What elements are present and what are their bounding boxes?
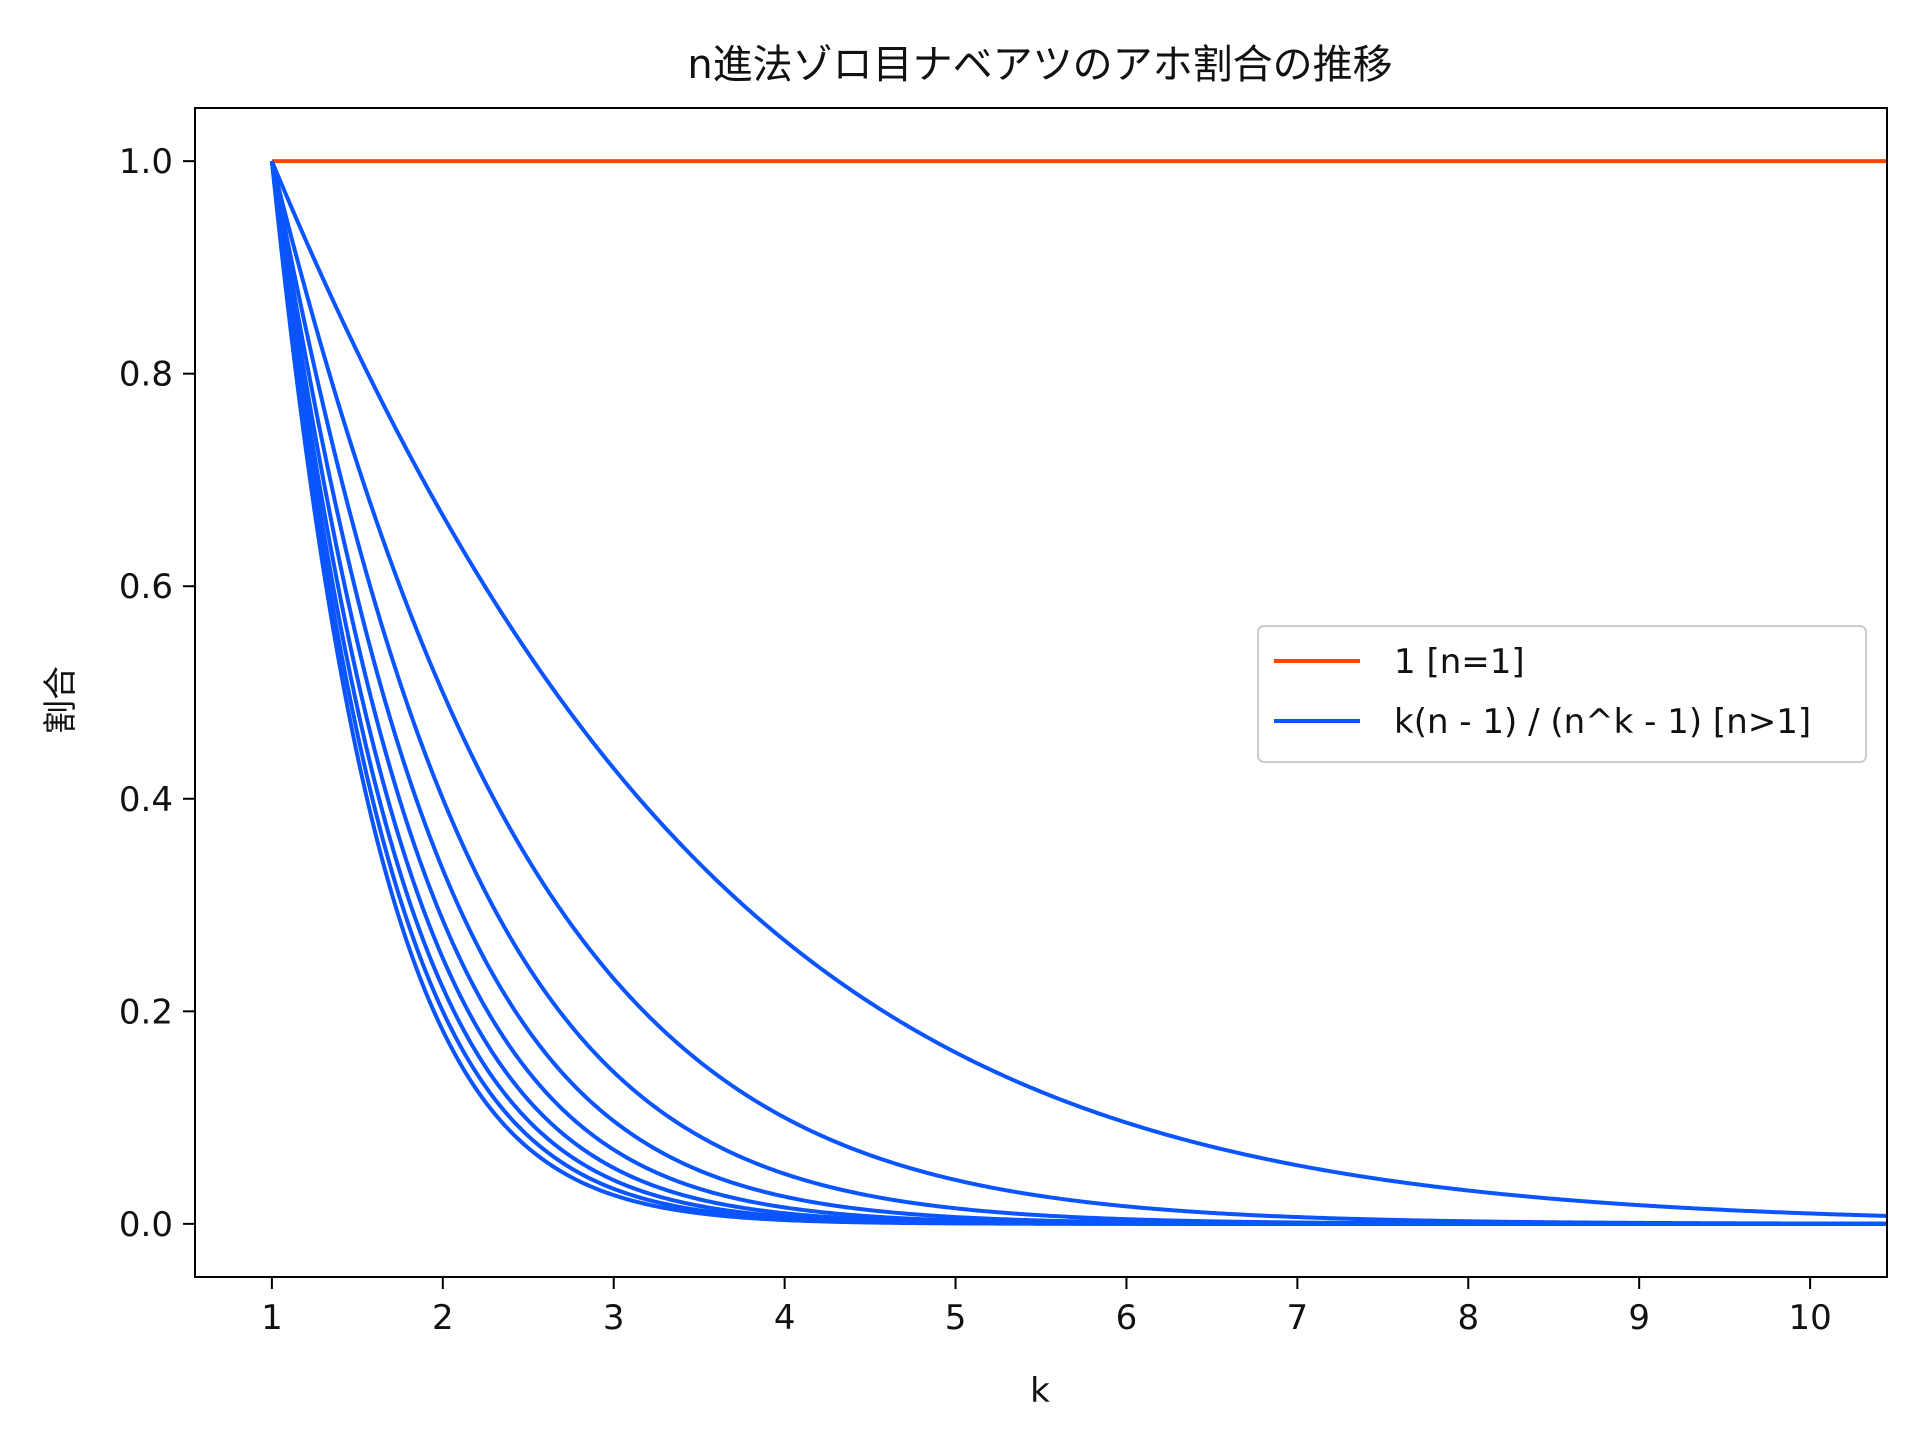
y-tick-label: 1.0 (119, 142, 173, 182)
y-tick-label: 0.0 (119, 1205, 173, 1245)
y-axis-title: 割合 (41, 666, 81, 734)
series-layer (269, 159, 1887, 1226)
legend-label-n1: 1 [n=1] (1394, 642, 1525, 682)
chart-title: n進法ゾロ目ナベアツのアホ割合の推移 (687, 42, 1392, 88)
plot-frame (194, 107, 1888, 1278)
y-tick-label: 0.2 (119, 992, 173, 1032)
axes-layer: 1 2 3 4 5 6 7 8 9 10 0.0 0.2 0.4 0.6 0.8 1.0 (119, 107, 1888, 1338)
y-tick-label: 0.6 (119, 567, 173, 607)
x-tick-label: 6 (1116, 1298, 1138, 1338)
x-tick-label: 10 (1788, 1298, 1831, 1338)
x-tick-label: 3 (603, 1298, 625, 1338)
x-tick-label: 5 (945, 1298, 967, 1338)
series-line-n10 (269, 160, 1887, 1226)
legend-frame (1257, 625, 1867, 763)
series-line-n2 (270, 160, 1887, 1218)
x-tick-label: 8 (1457, 1298, 1479, 1338)
x-tick-label: 7 (1287, 1298, 1309, 1338)
legend: 1 [n=1] k(n - 1) / (n^k - 1) [n>1] (1257, 625, 1867, 763)
x-tick-label: 9 (1628, 1298, 1650, 1338)
y-tick-label: 0.8 (119, 355, 173, 395)
x-axis-title: k (1030, 1371, 1050, 1411)
y-tick-label: 0.4 (119, 780, 173, 820)
x-tick-label: 2 (432, 1298, 454, 1338)
x-tick-label: 4 (774, 1298, 796, 1338)
x-tick-label: 1 (261, 1298, 283, 1338)
legend-label-formula: k(n - 1) / (n^k - 1) [n>1] (1394, 702, 1811, 742)
